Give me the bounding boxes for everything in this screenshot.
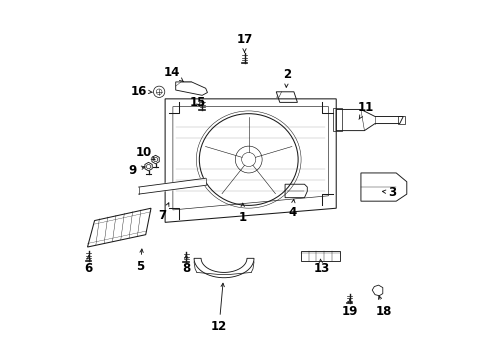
Text: 3: 3 <box>382 186 396 199</box>
Text: 6: 6 <box>84 256 93 275</box>
Text: 18: 18 <box>375 296 391 318</box>
Text: 1: 1 <box>238 203 246 224</box>
Text: 17: 17 <box>236 33 252 52</box>
Text: 12: 12 <box>210 283 227 333</box>
Text: 4: 4 <box>287 199 296 219</box>
Text: 9: 9 <box>128 164 144 177</box>
Text: 19: 19 <box>342 299 358 318</box>
Text: 10: 10 <box>136 146 155 160</box>
Text: 13: 13 <box>313 259 329 275</box>
Text: 14: 14 <box>163 66 183 81</box>
Text: 11: 11 <box>357 101 374 119</box>
Text: 2: 2 <box>282 68 290 87</box>
Text: 16: 16 <box>130 85 152 98</box>
Text: 15: 15 <box>189 96 206 109</box>
Polygon shape <box>139 178 205 194</box>
Bar <box>332 108 341 131</box>
Text: 7: 7 <box>158 203 168 222</box>
Text: 5: 5 <box>136 249 144 273</box>
Bar <box>397 116 404 124</box>
Text: 8: 8 <box>182 255 190 275</box>
